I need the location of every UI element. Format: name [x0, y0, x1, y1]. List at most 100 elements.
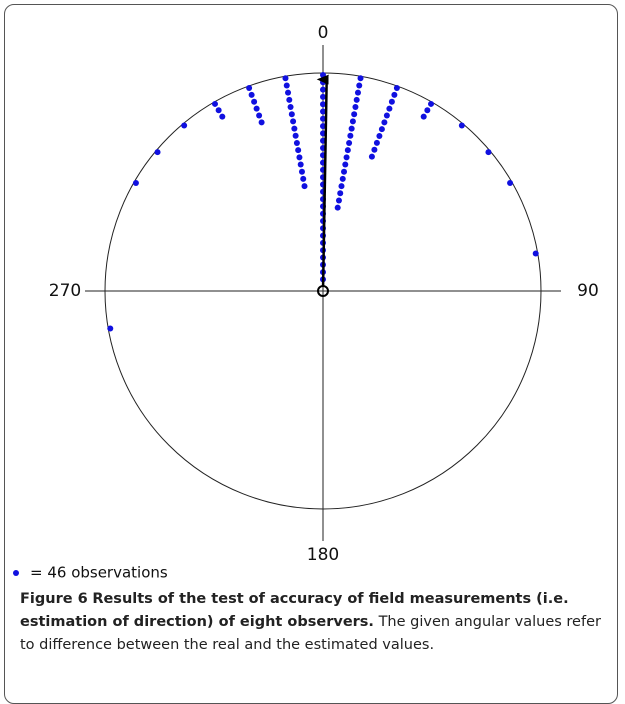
dot	[424, 107, 431, 114]
dot	[286, 96, 293, 103]
dot	[297, 161, 304, 168]
origin-marker	[317, 285, 329, 297]
dot	[251, 98, 258, 105]
dot	[335, 197, 342, 204]
dot	[388, 98, 395, 105]
dot-stack	[368, 85, 400, 160]
caption-label: Figure 6	[20, 591, 88, 607]
dot	[386, 105, 393, 112]
dot	[293, 139, 300, 146]
angle-tick-label: 0	[318, 23, 329, 43]
dot	[357, 75, 364, 82]
dot	[287, 104, 294, 111]
dot-stack	[246, 85, 265, 126]
dot	[347, 132, 354, 139]
dot-stack	[485, 149, 492, 156]
dot	[301, 183, 308, 190]
dot	[507, 180, 514, 186]
dot-stack	[420, 100, 434, 120]
dot	[354, 89, 361, 96]
dot-stack	[212, 100, 226, 120]
dot	[320, 86, 326, 93]
angle-tick-label: 270	[49, 281, 81, 301]
dot	[373, 139, 380, 146]
dot	[338, 183, 345, 190]
dot	[341, 168, 348, 175]
dot	[154, 149, 161, 156]
dot	[288, 111, 295, 118]
caption-title: Results of the test of accuracy of field…	[20, 591, 569, 630]
dot	[107, 325, 114, 332]
dot	[391, 91, 398, 98]
angle-tick-label: 90	[577, 281, 599, 301]
dot	[219, 113, 226, 120]
dot	[298, 168, 305, 175]
dot	[296, 154, 303, 161]
dot	[378, 126, 385, 133]
dot	[346, 139, 353, 146]
dot	[353, 96, 360, 103]
dot	[181, 122, 188, 129]
dot	[349, 118, 356, 125]
dot-stack	[532, 250, 539, 257]
dot-stack	[154, 149, 161, 156]
dot	[376, 133, 383, 140]
dot	[320, 72, 326, 78]
dot-stack	[458, 122, 465, 129]
dot	[295, 147, 302, 154]
dot	[458, 122, 465, 129]
dot	[420, 113, 427, 120]
dot	[246, 85, 253, 92]
dot	[215, 107, 222, 114]
dot	[368, 153, 375, 160]
dot	[132, 180, 139, 186]
dot	[320, 101, 326, 108]
dot	[282, 75, 289, 82]
dot	[300, 175, 307, 182]
dot	[352, 104, 359, 111]
dot	[334, 204, 341, 211]
dot	[291, 125, 298, 132]
dot	[383, 112, 390, 119]
dot	[371, 146, 378, 153]
dot	[343, 154, 350, 161]
dot	[292, 132, 299, 139]
dot	[320, 108, 326, 115]
dot	[283, 82, 290, 89]
dot-stack	[507, 180, 514, 186]
dot	[342, 161, 349, 168]
dot-stack	[334, 75, 364, 211]
caption: Figure 6 Results of the test of accuracy…	[20, 588, 610, 657]
dot	[248, 91, 255, 98]
dot-stack	[282, 75, 308, 190]
dot	[339, 175, 346, 182]
dot	[381, 119, 388, 126]
dot	[253, 105, 260, 112]
dot	[290, 118, 297, 125]
dot	[337, 190, 344, 197]
dot	[351, 111, 358, 118]
dot-stack	[181, 122, 188, 129]
dot	[212, 100, 218, 107]
dot	[256, 112, 263, 119]
dot	[348, 125, 355, 132]
dot	[485, 149, 492, 156]
mean-vector	[316, 74, 329, 287]
dot	[285, 89, 292, 96]
dot	[258, 119, 265, 126]
dot	[320, 79, 326, 86]
dot	[320, 93, 326, 100]
caption-text: The given angular values refer to differ…	[20, 614, 601, 653]
dot-stack	[107, 325, 114, 332]
dot	[428, 100, 434, 107]
legend-text: = 46 observations	[30, 564, 168, 582]
legend-dot	[13, 570, 19, 576]
dot	[393, 85, 400, 92]
dot	[344, 147, 351, 154]
dot	[532, 250, 539, 257]
dot	[356, 82, 363, 89]
dot	[320, 115, 326, 122]
dot	[320, 123, 326, 130]
